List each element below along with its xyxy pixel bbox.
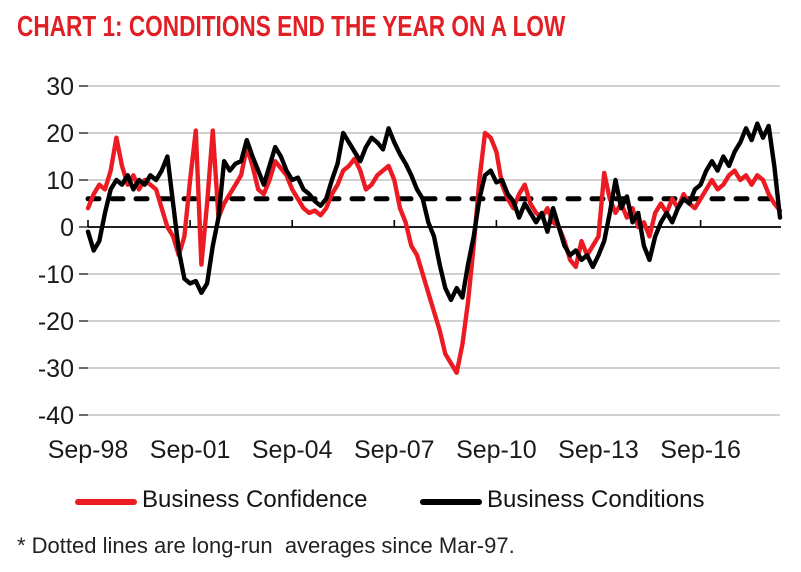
y-tick-label: 0 <box>60 214 74 242</box>
y-tick-label: -10 <box>38 261 74 289</box>
x-tick-label: Sep-07 <box>354 436 435 464</box>
chart-title: CHART 1: CONDITIONS END THE YEAR ON A LO… <box>17 11 566 43</box>
series-line-business-conditions <box>85 121 783 303</box>
legend-label-business-confidence: Business Confidence <box>142 486 368 513</box>
x-tick-label: Sep-16 <box>660 436 741 464</box>
legend-swatch-business-conditions <box>420 499 482 505</box>
legend-swatch-business-confidence <box>75 499 137 505</box>
y-tick-label: 10 <box>46 167 74 195</box>
gridlines <box>88 85 780 416</box>
series-line-business-confidence <box>85 128 783 375</box>
x-tick-label: Sep-04 <box>252 436 333 464</box>
x-tick-label: Sep-13 <box>558 436 639 464</box>
y-tick-label: -40 <box>38 402 74 430</box>
x-tick-label: Sep-01 <box>150 436 231 464</box>
y-tick-label: -20 <box>38 308 74 336</box>
y-tick-label: 30 <box>46 73 74 101</box>
axis-labels: 30 20 10 0 -10 -20 -30 -40 Sep-98 Sep-01 Sep-04 Sep… <box>38 73 741 464</box>
x-tick-label: Sep-10 <box>456 436 537 464</box>
y-tick-label: -30 <box>38 355 74 383</box>
axes <box>79 85 781 416</box>
chart-footnote: * Dotted lines are long-run averages sin… <box>17 533 515 558</box>
x-tick-label: Sep-98 <box>48 436 129 464</box>
legend-label-business-conditions: Business Conditions <box>487 486 705 513</box>
y-tick-label: 20 <box>46 120 74 148</box>
data-series-lines <box>85 121 783 375</box>
